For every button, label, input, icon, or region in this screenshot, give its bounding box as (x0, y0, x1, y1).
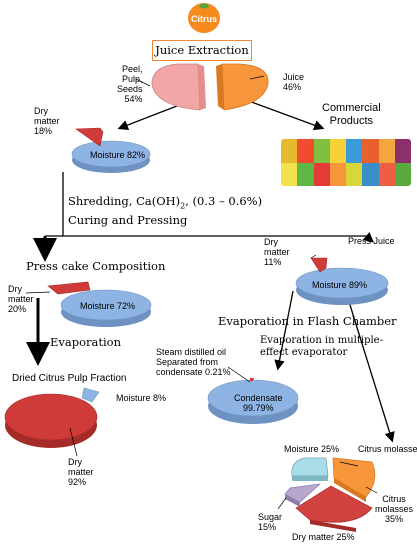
juice-slice-edge (216, 64, 224, 110)
citrus-logo-icon (188, 3, 220, 33)
peel-dry-label: Dry matter 18% (34, 106, 60, 136)
molasses-sugar-label: Sugar 15% (258, 512, 283, 532)
flash-chamber-title: Evaporation in Flash Chamber (218, 314, 397, 328)
condensate-chart (207, 378, 299, 424)
curing-text: Curing and Pressing (68, 213, 188, 227)
press-cake-moisture-label: Moisture 72% (80, 301, 136, 311)
press-juice-dry-label: Dry matter 11% (264, 237, 290, 267)
dried-pulp-title: Dried Citrus Pulp Fraction (12, 373, 127, 384)
label-pointers (25, 75, 378, 510)
dried-pulp-chart (4, 387, 100, 448)
dried-pulp-moisture-slice (81, 387, 100, 403)
peel-slice-edge (198, 64, 206, 110)
multi-effect-label: Evaporation in multiple- effect evaporat… (260, 335, 383, 358)
press-juice-moisture-label: Moisture 89% (312, 280, 368, 290)
molasses-dry-edge (310, 520, 356, 532)
molasses-moisture-edge (292, 476, 328, 481)
juice-extraction-box: Juice Extraction (152, 40, 252, 61)
molasses-moisture-label: Moisture 25% (284, 444, 340, 454)
peel-moisture-label: Moisture 82% (90, 150, 146, 160)
shredding-text: Shredding, Ca(OH)2, (0.3 – 0.6%) (68, 194, 263, 211)
condensate-oil-slice (250, 378, 254, 381)
citrus-logo-text: Citrus (191, 14, 217, 24)
peel-label: Peel, Pulp, Seeds 54% (117, 64, 143, 104)
extraction-split-chart (151, 63, 269, 111)
arrow-to-press-juice (362, 232, 374, 243)
molasses-orange-edge (334, 478, 366, 502)
dried-pulp-dry-label: Dry matter 92% (68, 457, 94, 487)
molasses-dry-slice (295, 485, 373, 523)
peel-moisture-chart (71, 127, 151, 173)
molasses-moisture-slice (291, 457, 329, 477)
press-cake-chart (47, 281, 152, 327)
commercial-products-image (281, 139, 411, 186)
press-juice-chart (295, 257, 389, 305)
dried-pulp-moisture-label: Moisture 8% (116, 393, 167, 403)
molasses-chart (284, 457, 376, 532)
arrow-to-condensate (274, 290, 294, 371)
press-juice-title: Press Juice (348, 236, 395, 246)
juice-slice (221, 63, 269, 111)
juice-label: Juice 46% (283, 72, 305, 92)
evaporation-label: Evaporation (50, 335, 122, 349)
press-cake-dry-label: Dry matter 20% (8, 284, 34, 314)
condensate-label: Condensate 99.79% (234, 393, 283, 413)
commercial-products-title: Commercial Products (322, 102, 381, 127)
press-juice-dry-slice (310, 257, 328, 273)
molasses-orange-slice (332, 457, 376, 498)
peel-dry-slice (75, 127, 104, 147)
peel-slice (151, 63, 201, 111)
molasses-orange-label: Citrus molasses 35% (375, 494, 414, 524)
press-cake-title: Press cake Composition (26, 259, 166, 273)
molasses-title: Citrus molasses (358, 444, 417, 454)
press-cake-dry-slice (47, 281, 91, 295)
molasses-sugar-edge (285, 494, 300, 507)
molasses-dry-label: Dry matter 25% (292, 532, 355, 542)
oil-label: Steam distilled oil Separated from conde… (156, 347, 231, 377)
